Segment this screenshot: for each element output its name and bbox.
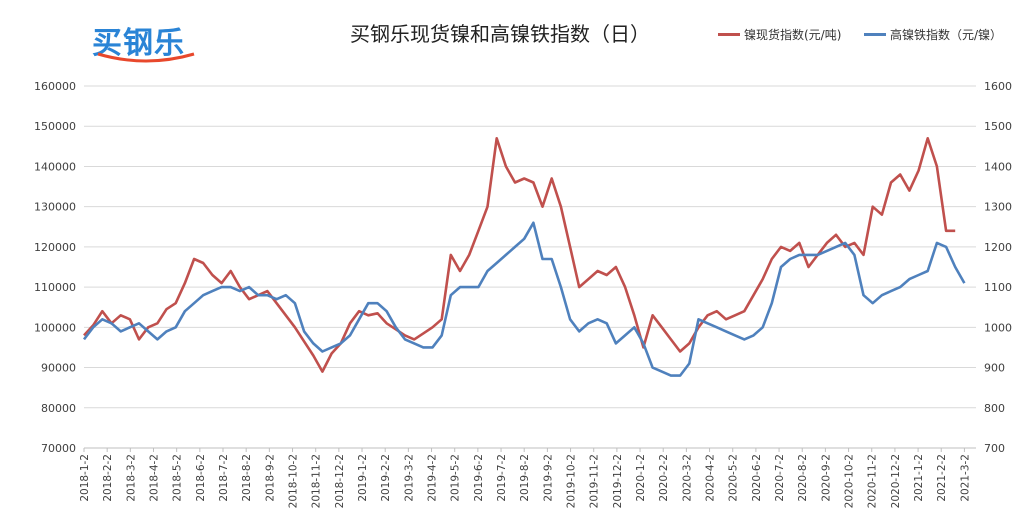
- x-tick-label: 2020-7-2: [774, 454, 786, 502]
- y-right-tick-label: 1000: [984, 321, 1012, 334]
- x-tick-label: 2019-3-2: [403, 454, 415, 502]
- x-tick-label: 2020-8-2: [797, 454, 809, 502]
- y-left-tick-label: 100000: [34, 321, 76, 334]
- y-left-tick-label: 90000: [41, 362, 76, 375]
- y-right-tick-label: 700: [984, 442, 1005, 455]
- x-tick-label: 2018-1-2: [79, 454, 91, 502]
- x-tick-label: 2018-7-2: [218, 454, 230, 502]
- legend-label-nickel: 镍现货指数(元/吨): [744, 28, 842, 42]
- x-tick-label: 2020-1-2: [635, 454, 647, 502]
- y-right-tick-label: 1400: [984, 160, 1012, 173]
- y-left-tick-label: 120000: [34, 241, 76, 254]
- y-left-tick-label: 150000: [34, 120, 76, 133]
- y-left-tick-label: 130000: [34, 201, 76, 214]
- x-tick-label: 2018-10-2: [288, 454, 300, 508]
- legend-swatch-nickel: [718, 33, 740, 36]
- x-tick-label: 2018-5-2: [172, 454, 184, 502]
- logo-swoosh-icon: [97, 52, 195, 63]
- x-tick-label: 2020-9-2: [820, 454, 832, 502]
- x-tick-label: 2018-8-2: [241, 454, 253, 502]
- y-right-tick-label: 1200: [984, 241, 1012, 254]
- legend-item-nickel-iron: 高镍铁指数（元/镍）: [864, 26, 1002, 43]
- y-left-tick-label: 70000: [41, 442, 76, 455]
- x-tick-label: 2021-2-2: [936, 454, 948, 502]
- y-right-tick-label: 1100: [984, 281, 1012, 294]
- x-tick-label: 2020-12-2: [890, 454, 902, 508]
- x-tick-label: 2019-8-2: [519, 454, 531, 502]
- y-left-tick-label: 140000: [34, 160, 76, 173]
- legend-item-nickel: 镍现货指数(元/吨): [718, 26, 841, 43]
- x-tick-label: 2019-7-2: [496, 454, 508, 502]
- x-tick-label: 2018-9-2: [264, 454, 276, 502]
- series-line-nickel-iron: [82, 221, 966, 377]
- x-tick-label: 2018-12-2: [334, 454, 346, 508]
- x-tick-label: 2018-4-2: [149, 454, 161, 502]
- x-tick-label: 2020-10-2: [844, 454, 856, 508]
- y-right-tick-label: 1600: [984, 80, 1012, 93]
- x-tick-label: 2019-10-2: [566, 454, 578, 508]
- y-left-tick-label: 110000: [34, 281, 76, 294]
- x-tick-label: 2020-4-2: [705, 454, 717, 502]
- y-right-tick-label: 900: [984, 362, 1005, 375]
- x-tick-label: 2018-11-2: [311, 454, 323, 508]
- x-tick-label: 2020-11-2: [867, 454, 879, 508]
- y-right-tick-label: 1300: [984, 201, 1012, 214]
- x-tick-label: 2019-2-2: [380, 454, 392, 502]
- chart-title: 买钢乐现货镍和高镍铁指数（日）: [350, 22, 650, 46]
- x-tick-label: 2019-4-2: [427, 454, 439, 502]
- x-tick-label: 2019-9-2: [542, 454, 554, 502]
- y-left-tick-label: 80000: [41, 402, 76, 415]
- x-tick-label: 2018-3-2: [125, 454, 137, 502]
- x-tick-label: 2018-2-2: [102, 454, 114, 502]
- series-line-nickel: [83, 137, 956, 373]
- brand-logo: 买钢乐: [86, 12, 216, 64]
- x-tick-label: 2019-1-2: [357, 454, 369, 502]
- x-tick-label: 2019-6-2: [473, 454, 485, 502]
- x-tick-label: 2018-6-2: [195, 454, 207, 502]
- y-right-tick-label: 1500: [984, 120, 1012, 133]
- legend-label-nickel-iron: 高镍铁指数（元/镍）: [890, 28, 1003, 42]
- y-left-tick-label: 160000: [34, 80, 76, 93]
- x-tick-label: 2019-5-2: [450, 454, 462, 502]
- legend-swatch-nickel-iron: [864, 33, 886, 36]
- x-tick-label: 2021-3-2: [959, 454, 971, 502]
- x-tick-label: 2019-12-2: [612, 454, 624, 508]
- x-tick-label: 2020-6-2: [751, 454, 763, 502]
- x-tick-label: 2019-11-2: [589, 454, 601, 508]
- x-tick-label: 2021-1-2: [913, 454, 925, 502]
- y-right-tick-label: 800: [984, 402, 1005, 415]
- x-tick-label: 2020-3-2: [681, 454, 693, 502]
- x-tick-label: 2020-2-2: [658, 454, 670, 502]
- x-tick-label: 2020-5-2: [728, 454, 740, 502]
